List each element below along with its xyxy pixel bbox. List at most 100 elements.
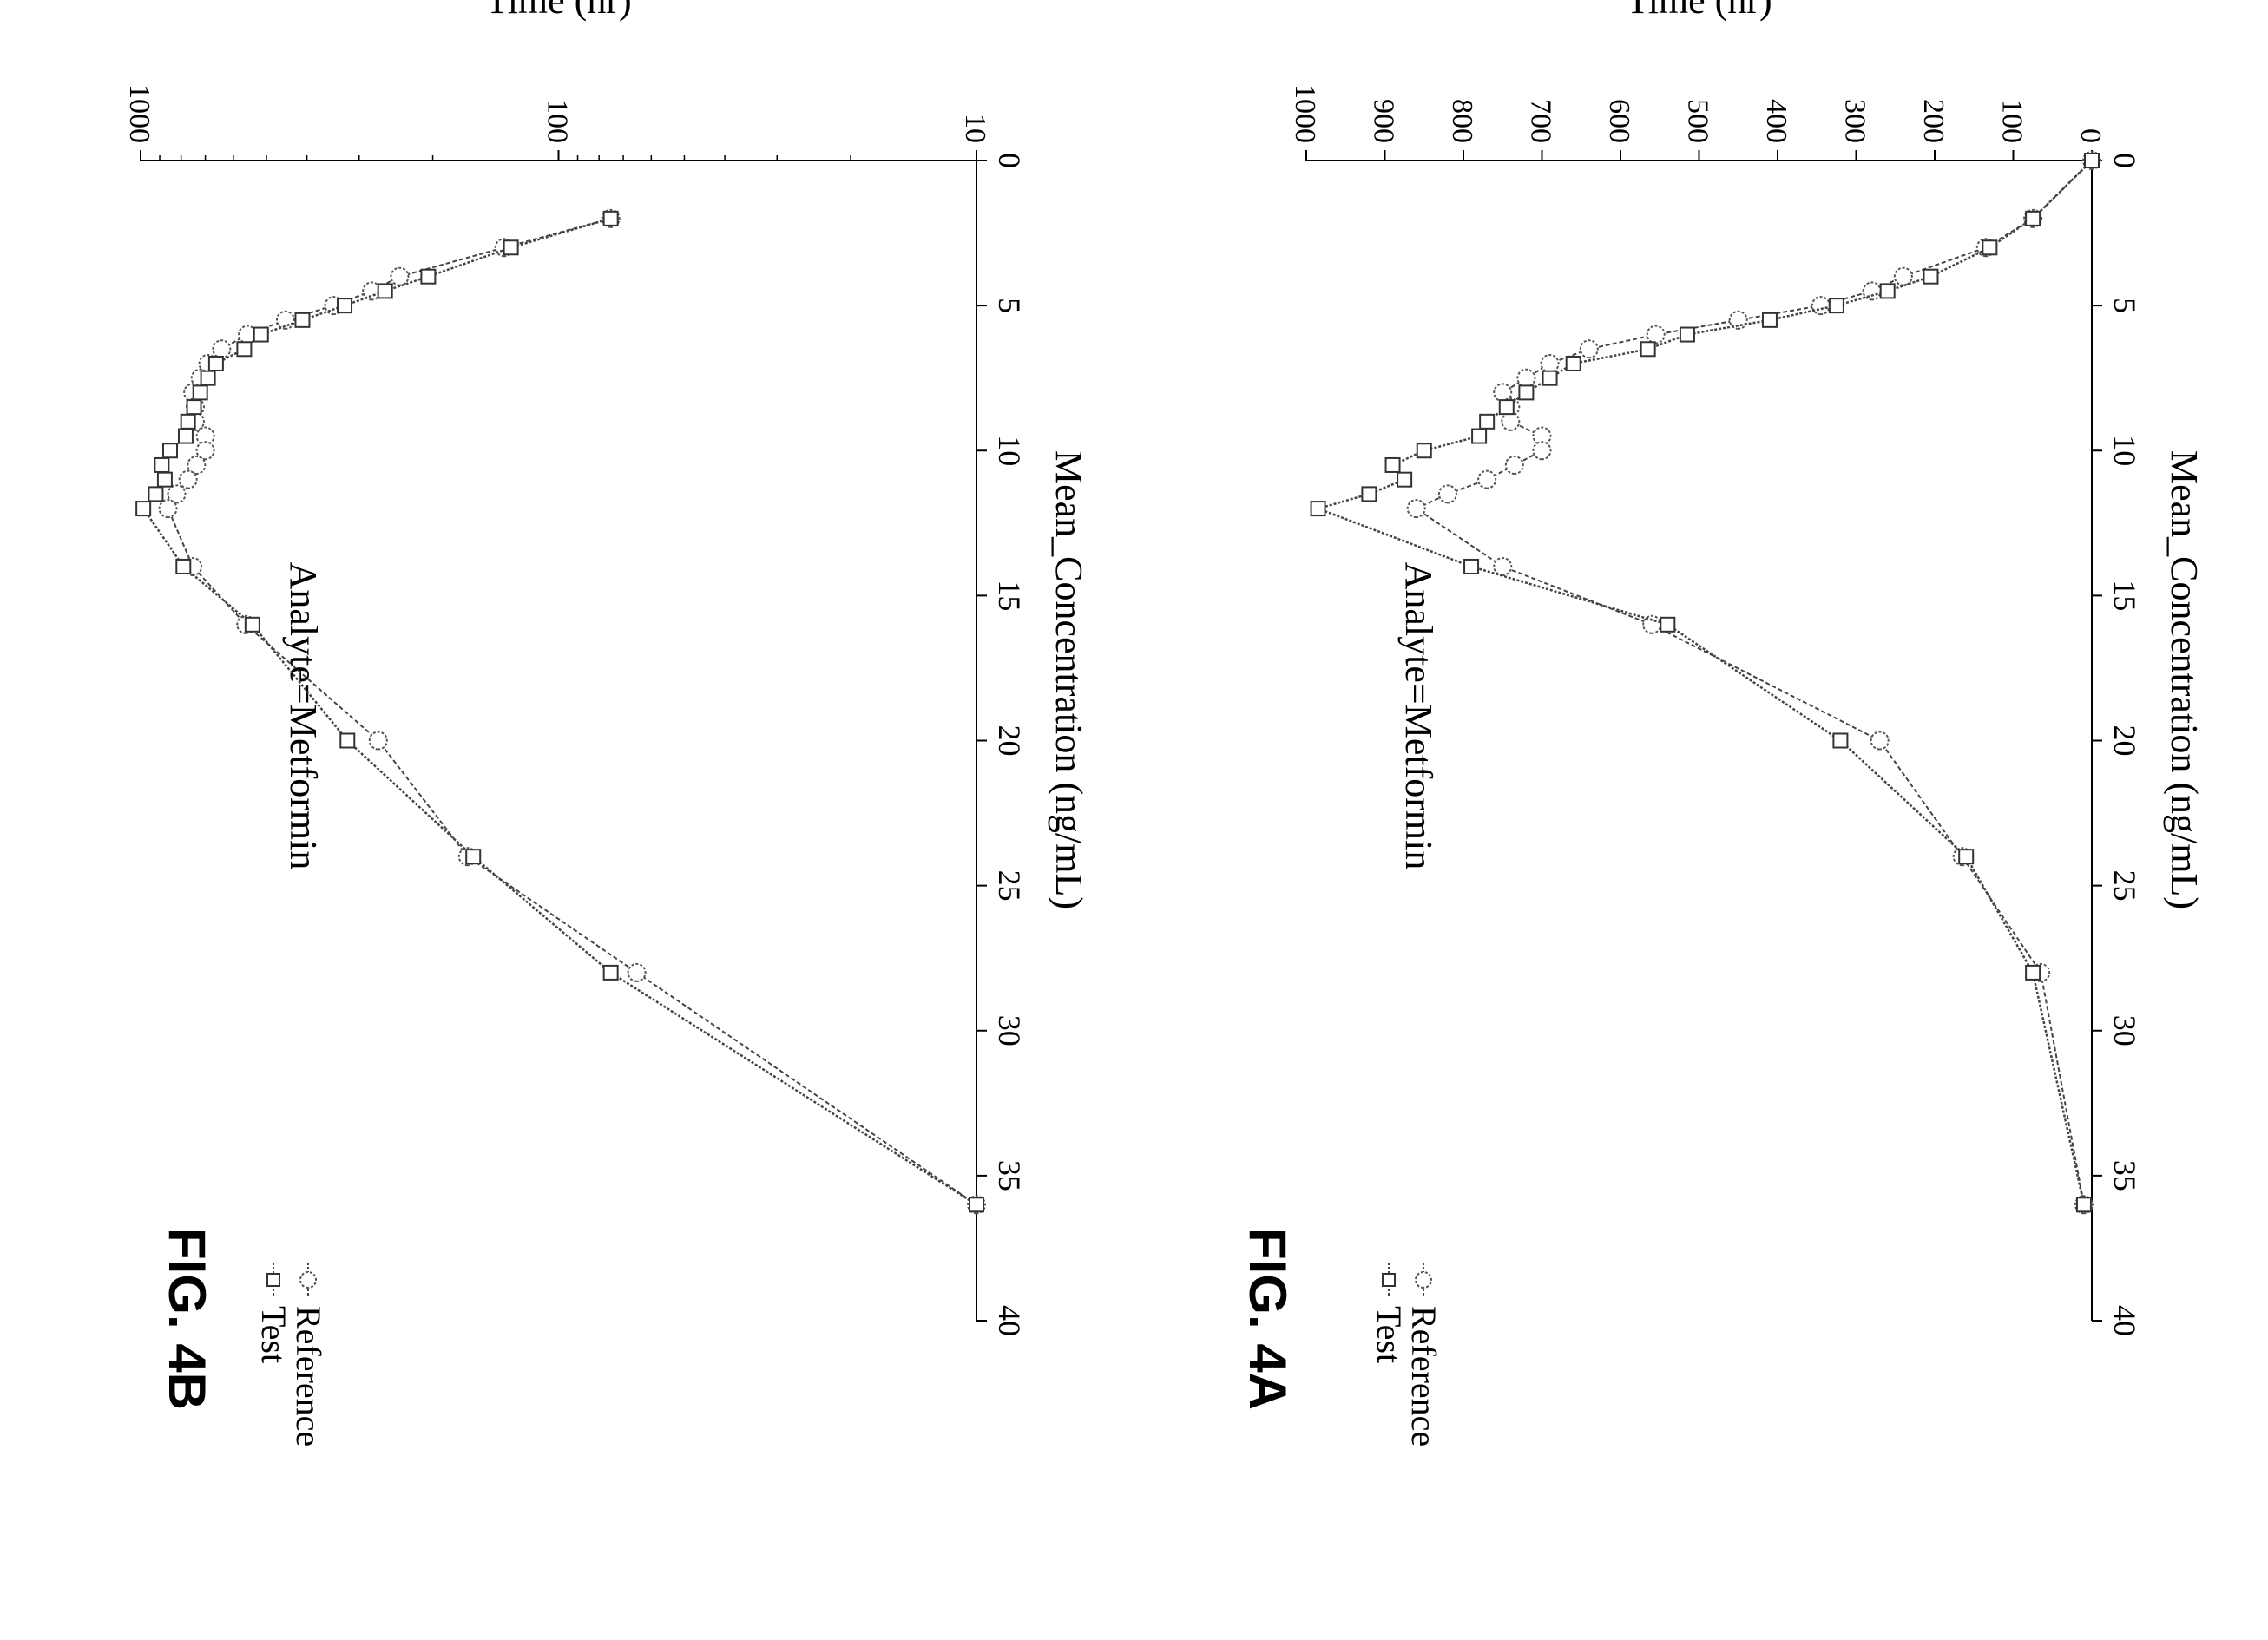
chart-b-point-test	[156, 471, 173, 488]
chart-b-point-test	[339, 732, 356, 749]
chart-a-point-test	[1518, 384, 1535, 401]
chart-a-point-test	[1640, 341, 1656, 358]
chart-a-y-tick-label: 300	[1839, 99, 1871, 143]
chart-b-series-test	[135, 210, 984, 1213]
chart-a-point-test	[1879, 283, 1896, 299]
chart-a-point-reference	[1532, 441, 1552, 461]
chart-b-point-reference	[187, 455, 207, 475]
chart-b-point-reference	[275, 310, 295, 330]
chart-a-y-tick-label: 100	[1996, 99, 2028, 143]
chart-a-point-test	[1310, 501, 1326, 517]
chart-a-x-tick-label: 30	[2107, 1015, 2142, 1046]
chart-a-x-tick-label: 0	[2107, 153, 2142, 168]
chart-b-point-test	[253, 326, 269, 343]
chart-b-point-test	[207, 355, 224, 371]
chart-b-point-reference	[627, 962, 647, 982]
chart-a-point-reference	[1579, 339, 1599, 359]
chart-a-y-tick-label: 0	[2074, 128, 2107, 143]
chart-a-y-tick-label: 200	[1917, 99, 1949, 143]
chart-a-x-tick-label: 10	[2107, 435, 2142, 466]
chart-a-legend-label-reference: Reference	[1404, 1306, 1443, 1446]
chart-b-point-test	[503, 239, 519, 256]
chart-a-point-test	[2075, 1197, 2092, 1213]
chart-b-point-test	[236, 341, 253, 358]
chart-b-legend-label-reference: Reference	[289, 1306, 328, 1446]
chart-b-point-test	[192, 384, 208, 401]
chart-b-y-label: Mean_Concentration (ng/mL)	[1048, 450, 1090, 909]
chart-b-y-tick-label: 100	[542, 99, 574, 143]
chart-a-point-test	[1463, 558, 1480, 574]
chart-a-x-tick-label: 15	[2107, 580, 2142, 611]
chart-a-legend-marker-reference	[1415, 1271, 1432, 1289]
chart-b-point-reference	[158, 499, 178, 519]
chart-b-point-reference	[178, 469, 198, 489]
chart-a-point-test	[1660, 616, 1676, 633]
chart-a-point-test	[1565, 355, 1581, 371]
chart-a-point-reference	[1493, 556, 1513, 576]
chart-b-point-test	[294, 312, 311, 328]
chart-a-x-tick-label: 25	[2107, 870, 2142, 902]
chart-a-x-tick-label: 40	[2107, 1305, 2142, 1336]
chart-b-point-test	[465, 849, 482, 865]
chart-a-y-tick-label: 900	[1368, 99, 1400, 143]
chart-a-point-reference	[1646, 325, 1666, 344]
chart-b-point-reference	[390, 266, 410, 286]
chart-a-point-reference	[1870, 731, 1890, 751]
chart-b-legend-marker-reference	[299, 1271, 317, 1289]
chart-a-point-test	[1679, 326, 1695, 343]
chart-a-axes: 0510152025303540010020030040050060070080…	[1289, 84, 2142, 1336]
chart-a-y-tick-label: 1000	[1289, 84, 1321, 143]
chart-b-point-test	[180, 413, 196, 430]
chart-a-x-tick-label: 5	[2107, 298, 2142, 313]
chart-b-point-test	[602, 964, 619, 981]
chart-b-figure-label: FIG. 4B	[158, 1228, 216, 1410]
chart-b-annotation: Analyte=Metformin	[282, 562, 325, 870]
chart-a-point-test	[2025, 964, 2041, 981]
chart-a-point-test	[1361, 486, 1377, 502]
chart-a-point-test	[1828, 298, 1844, 314]
chart-a-point-reference	[1437, 484, 1457, 504]
chart-a-y-tick-label: 800	[1446, 99, 1478, 143]
chart-a-y-tick-label: 500	[1682, 99, 1714, 143]
chart-a-point-test	[1416, 443, 1432, 459]
chart-b-point-reference	[368, 731, 388, 751]
chart-a-y-tick-label: 700	[1525, 99, 1557, 143]
chart-a-y-tick-label: 600	[1603, 99, 1635, 143]
chart-b-point-reference	[195, 441, 215, 461]
chart-a-point-test	[1923, 268, 1939, 285]
chart-b-y-tick-label: 1000	[123, 84, 155, 143]
chart-a-point-reference	[1728, 310, 1748, 330]
chart-b-x-tick-label: 10	[992, 435, 1027, 466]
chart-a-x-label: Time (hr)	[1626, 0, 1772, 22]
chart-a-point-reference	[1501, 411, 1521, 431]
chart-b-x-tick-label: 0	[992, 153, 1027, 168]
chart-a-point-test	[1479, 413, 1496, 430]
chart-b-axes: 0 5 10 15 20 25 30 35 40 10 100 1000	[123, 84, 1027, 1336]
chart-a-point-reference	[1504, 455, 1524, 475]
chart-b-point-test	[969, 1197, 984, 1213]
chart-b-x-label: Time (hr)	[485, 0, 631, 22]
chart-a-point-test	[1471, 428, 1488, 444]
chart-a-point-reference	[1862, 281, 1882, 301]
chart-b-point-test	[377, 283, 393, 299]
chart-a-point-test	[1498, 399, 1515, 416]
chart-b-x-tick-label: 25	[992, 870, 1027, 902]
chart-b-point-test	[177, 428, 194, 444]
chart-a-legend-label-test: Test	[1370, 1306, 1409, 1363]
chart-fig-4a: Mean_Concentration (ng/mL) Time (hr) Ana…	[1239, 0, 2206, 1446]
chart-a-point-test	[1542, 370, 1558, 386]
chart-a-y-tick-label: 400	[1760, 99, 1792, 143]
chart-a-annotation: Analyte=Metformin	[1397, 562, 1440, 870]
chart-a-point-reference	[1516, 368, 1536, 388]
chart-b-point-test	[337, 298, 353, 314]
chart-b-x-tick-label: 15	[992, 580, 1027, 611]
chart-b-legend: Reference Test	[254, 1263, 328, 1446]
chart-b-point-test	[148, 486, 164, 502]
chart-a-line-test	[1314, 160, 2093, 1205]
chart-b-line-test	[141, 217, 977, 1206]
chart-b-legend-marker-test	[266, 1273, 280, 1287]
chart-a-figure-label: FIG. 4A	[1239, 1228, 1297, 1410]
chart-a-legend: Reference Test	[1370, 1263, 1443, 1446]
chart-a-point-test	[1832, 732, 1849, 749]
